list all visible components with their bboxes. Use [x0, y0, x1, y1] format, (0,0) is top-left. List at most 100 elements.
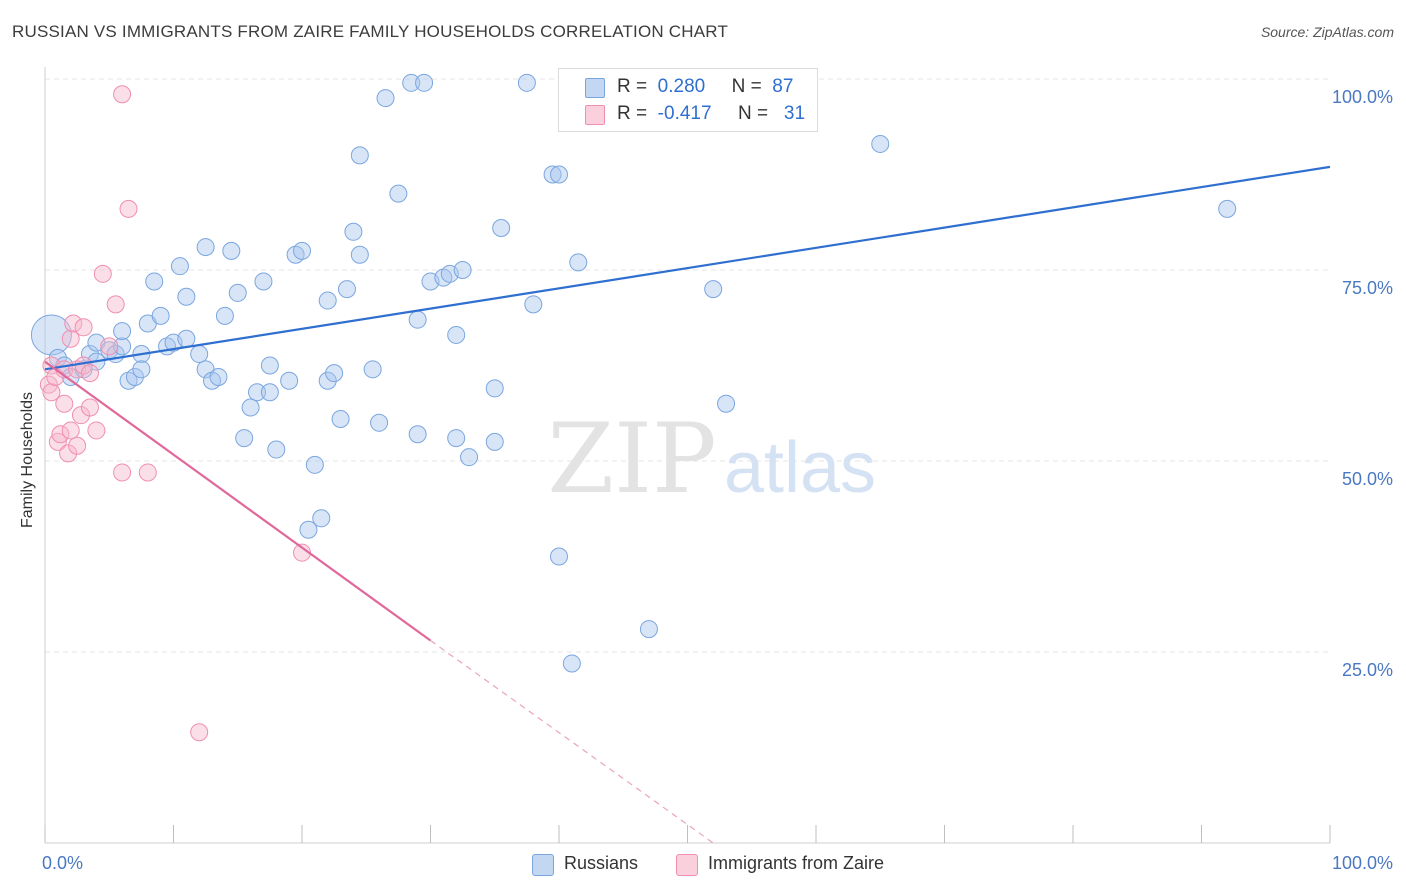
russians-point [241, 398, 260, 417]
zaire-points [39, 85, 311, 742]
russians-points [30, 73, 1237, 673]
russians-point [318, 371, 337, 390]
russians-point [312, 509, 331, 528]
russians-point [299, 520, 318, 539]
russians-trend-line [44, 165, 1331, 371]
zaire-point [119, 199, 138, 218]
russians-point [370, 413, 389, 432]
zaire-point [59, 444, 78, 463]
russians-point [260, 356, 279, 375]
legend-label-zaire: Immigrants from Zaire [708, 853, 885, 873]
zaire-point [71, 406, 90, 425]
chart-title: RUSSIAN VS IMMIGRANTS FROM ZAIRE FAMILY … [12, 22, 729, 41]
russians-point [113, 322, 132, 341]
russians-point [132, 360, 151, 379]
russians-point [350, 146, 369, 165]
russians-point [30, 314, 72, 356]
watermark: ZIP atlas [547, 403, 876, 515]
zaire-point [113, 85, 132, 104]
russians-point [871, 134, 890, 153]
russians-point [389, 184, 408, 203]
russians-point [267, 440, 286, 459]
russians-point [1218, 199, 1237, 218]
x-tick-label: 100.0% [1332, 853, 1393, 873]
source-credit: Source: ZipAtlas.com [1260, 24, 1394, 40]
russians-point [717, 394, 736, 413]
russians-point [363, 360, 382, 379]
stats-swatch-zaire [585, 105, 605, 125]
russians-point [550, 165, 568, 184]
russians-point [113, 337, 132, 356]
zaire-point [93, 264, 112, 283]
russians-point [344, 222, 363, 241]
russians-point [145, 272, 164, 291]
grid-lines [45, 78, 1330, 653]
zaire-point [68, 436, 87, 455]
russians-point [151, 306, 170, 325]
russians-point [543, 165, 562, 184]
russians-point [235, 429, 254, 448]
legend: Russians Immigrants from Zaire [0, 852, 1406, 878]
zaire-point [55, 394, 74, 413]
russians-point [331, 409, 350, 428]
zaire-point [61, 329, 80, 348]
zaire-point [42, 383, 61, 402]
russians-point [415, 73, 434, 92]
zaire-point [80, 398, 99, 417]
russians-point [550, 547, 568, 566]
russians-point [215, 306, 234, 325]
russians-point [222, 241, 241, 260]
stats-swatch-russians [585, 78, 605, 98]
russians-point [325, 364, 344, 383]
russians-point [569, 253, 588, 272]
watermark-zip: ZIP [547, 403, 716, 515]
russians-point [254, 272, 273, 291]
y-tick-label: 75.0% [1342, 278, 1393, 298]
russians-point [305, 455, 324, 474]
y-tick-label: 50.0% [1342, 469, 1393, 489]
stats-text-russians: R = 0.280 N = 87 [617, 76, 794, 97]
russians-point [408, 310, 427, 329]
russians-point [408, 425, 427, 444]
zaire-trend-extension [430, 640, 714, 844]
zaire-point [138, 463, 157, 482]
russians-point [704, 280, 723, 299]
russians-point [460, 448, 479, 467]
russians-point [485, 379, 504, 398]
y-tick-label: 100.0% [1332, 87, 1393, 107]
y-tick-label: 25.0% [1342, 660, 1393, 680]
russians-point [125, 367, 144, 386]
russians-point [318, 291, 337, 310]
axes [44, 67, 1331, 844]
stats-text-zaire: R = -0.417 N = 31 [617, 103, 806, 124]
russians-point [639, 620, 658, 639]
legend-swatch-russians [532, 854, 554, 876]
x-tick-label: 0.0% [42, 853, 83, 873]
zaire-point [106, 295, 125, 314]
zaire-point [61, 421, 80, 440]
russians-point [248, 383, 267, 402]
tick-labels: 25.0% 50.0% 75.0% 100.0% 0.0% 100.0% [42, 87, 1393, 873]
russians-point [562, 654, 581, 673]
russians-point [492, 218, 511, 237]
russians-point [177, 287, 196, 306]
zaire-point [100, 337, 119, 356]
russians-point [350, 245, 369, 264]
russians-point [170, 257, 189, 276]
russians-point [228, 283, 247, 302]
russians-point [447, 429, 466, 448]
russians-point [485, 432, 504, 451]
russians-point [447, 325, 466, 344]
russians-point [293, 241, 311, 260]
russians-point [190, 345, 209, 364]
zaire-point [87, 421, 106, 440]
russians-point [376, 89, 395, 108]
zaire-point [74, 318, 93, 337]
zaire-point [51, 425, 70, 444]
russians-point [402, 73, 421, 92]
zaire-point [64, 314, 83, 333]
russians-point [196, 238, 215, 257]
russians-point [177, 329, 196, 348]
legend-label-russians: Russians [564, 853, 639, 873]
